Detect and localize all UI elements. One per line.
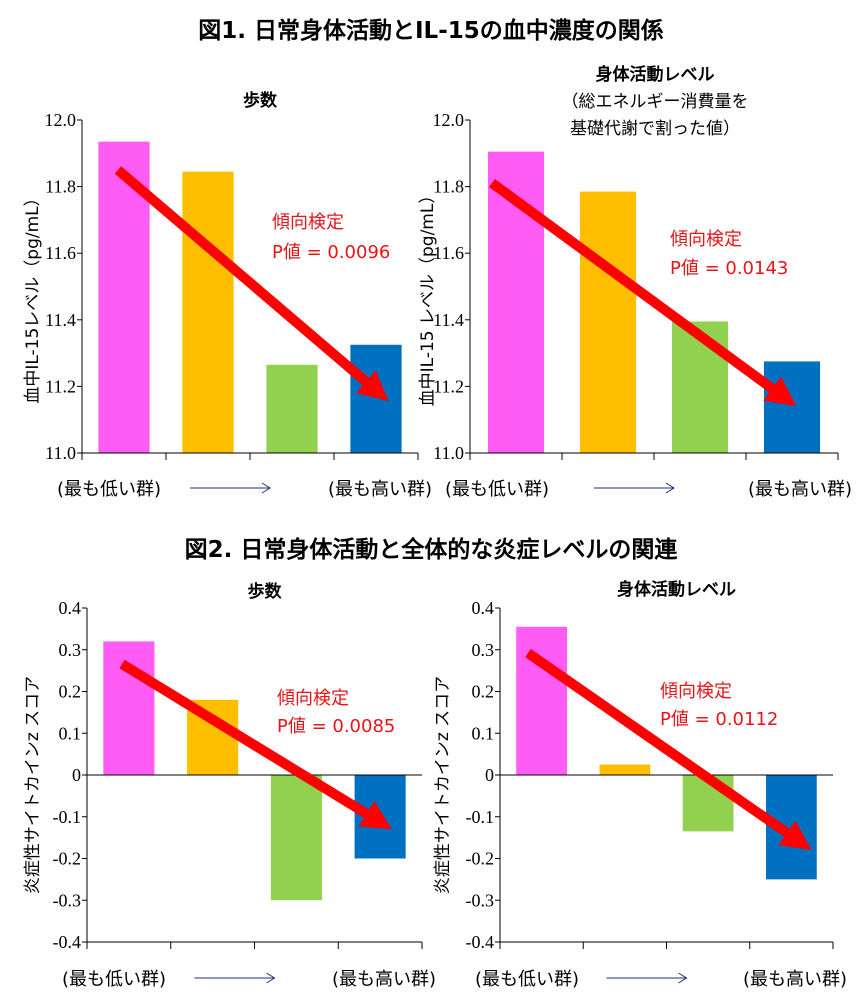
p-value-label: P値 = 0.0096	[272, 242, 390, 263]
y-tick-label: -0.3	[53, 890, 82, 910]
p-value-label: P値 = 0.0112	[660, 709, 778, 730]
x-label-lowest-group: (最も低い群)	[445, 479, 549, 500]
x-label-lowest-group: (最も低い群)	[475, 969, 579, 990]
y-tick-label: 11.2	[45, 376, 76, 396]
chart-title: 基礎代謝で割った値）	[570, 119, 740, 139]
trend-arrow	[525, 648, 812, 850]
y-axis-label: 炎症性サイトカインz スコア	[433, 676, 453, 894]
y-tick-label: 12.0	[433, 110, 465, 130]
chart-3: 歩数 -0.4 -0.3 -0.2 -0.1 0 0.1 0.2 0.3 0.4 炎症性サイトカイン…	[23, 581, 436, 990]
y-tick-label: -0.1	[466, 807, 495, 827]
y-axis-label: 血中IL-15 レベル（pg/mL）	[418, 187, 438, 407]
y-tick-label: 11.4	[433, 310, 464, 330]
chart-title: 身体活動レベル	[596, 64, 715, 85]
bar-q4	[763, 361, 821, 453]
chart-title: （総エネルギー消費量を	[562, 92, 749, 112]
chart-4: 身体活動レベル -0.4 -0.3 -0.2 -0.1 0 0.1 0.2 0.3 0.4 炎症性サ…	[433, 579, 847, 990]
y-tick-label: 11.0	[45, 443, 76, 463]
y-tick-label: 11.0	[433, 443, 464, 463]
chart-title: 歩数	[243, 90, 278, 111]
x-direction-arrow-head	[678, 972, 688, 984]
bar-q2	[579, 191, 637, 453]
y-tick-label: 0	[72, 765, 81, 785]
trend-test-label: 傾向検定	[660, 681, 732, 702]
bar-q3	[266, 364, 318, 453]
bar-q2	[182, 171, 234, 454]
bar-q2	[599, 764, 651, 775]
y-tick-label: 0.1	[59, 723, 82, 743]
chart-1: 歩数 11.0 11.2 11.4 11.6 11.8 12.0 血中IL-15レベル（pg/…	[23, 90, 432, 500]
x-direction-arrow-head	[261, 482, 271, 494]
x-label-highest-group: (最も高い群)	[743, 969, 847, 990]
y-tick-label: -0.2	[53, 849, 82, 869]
trend-test-label: 傾向検定	[670, 229, 742, 250]
chart-title: 歩数	[248, 581, 283, 602]
y-tick-label: 0.2	[59, 682, 82, 702]
x-label-lowest-group: (最も低い群)	[62, 969, 166, 990]
y-tick-label: 11.8	[433, 177, 464, 197]
x-label-highest-group: (最も高い群)	[328, 479, 432, 500]
trend-test-label: 傾向検定	[277, 688, 349, 709]
y-tick-label: -0.4	[466, 932, 495, 952]
y-tick-label: 0.2	[472, 682, 495, 702]
y-tick-label: 0.4	[472, 598, 495, 618]
y-tick-label: -0.2	[466, 849, 495, 869]
bar-q1	[516, 626, 568, 775]
figure1-title: 図1. 日常身体活動とIL-15の血中濃度の関係	[198, 17, 664, 44]
y-tick-label: -0.3	[466, 890, 495, 910]
trend-arrow	[119, 659, 392, 830]
x-label-highest-group: (最も高い群)	[748, 479, 852, 500]
x-direction-arrow-head	[266, 972, 276, 984]
figure2-title: 図2. 日常身体活動と全体的な炎症レベルの関連	[185, 536, 679, 563]
p-value-label: P値 = 0.0085	[277, 716, 395, 737]
y-tick-label: 11.8	[45, 177, 76, 197]
y-tick-label: 0.3	[472, 640, 495, 660]
chart-title: 身体活動レベル	[617, 579, 736, 600]
trend-arrow	[114, 166, 389, 402]
bar-q3	[270, 775, 322, 901]
y-tick-label: 0.4	[59, 598, 82, 618]
x-direction-arrow-head	[665, 482, 675, 494]
bar-q4	[350, 344, 402, 453]
p-value-label: P値 = 0.0143	[670, 258, 788, 279]
x-label-lowest-group: (最も低い群)	[57, 479, 161, 500]
trend-test-label: 傾向検定	[272, 212, 344, 233]
y-tick-label: 11.2	[433, 376, 464, 396]
y-tick-label: 0.3	[59, 640, 82, 660]
y-tick-label: 0	[485, 765, 494, 785]
trend-arrow	[489, 178, 797, 407]
y-tick-label: 11.6	[45, 243, 76, 263]
y-tick-label: -0.1	[53, 807, 82, 827]
bar-q1	[103, 641, 155, 775]
y-tick-label: 0.1	[472, 723, 495, 743]
y-tick-label: -0.4	[53, 932, 82, 952]
y-tick-label: 11.6	[433, 243, 464, 263]
y-tick-label: 12.0	[45, 110, 77, 130]
y-axis-label: 血中IL-15レベル（pg/mL）	[23, 189, 43, 403]
y-axis-label: 炎症性サイトカインz スコア	[23, 676, 43, 894]
x-label-highest-group: (最も高い群)	[332, 969, 436, 990]
y-tick-label: 11.4	[45, 310, 76, 330]
